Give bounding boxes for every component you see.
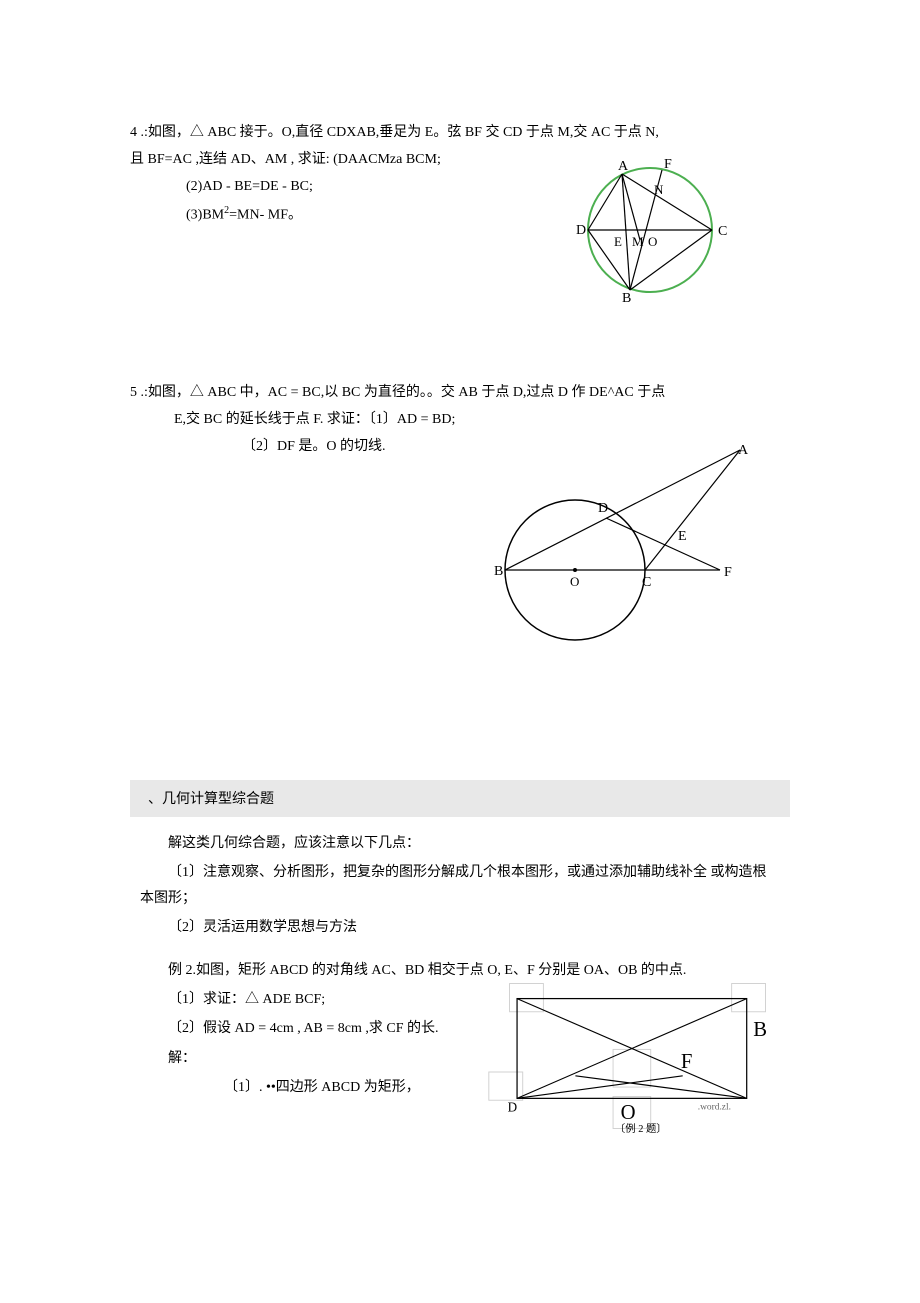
problem-4-line-1: 4 .:如图，△ ABC 接于。O,直径 CDXAB,垂足为 E。弦 BF 交 … (130, 120, 790, 145)
figure-caption: 〔例 2 题〕 (615, 1122, 667, 1135)
example-block: 例 2.如图，矩形 ABCD 的对角线 AC、BD 相交于点 O, E、F 分别… (140, 958, 780, 1138)
label-b: B (494, 564, 503, 579)
label-f: F (681, 1051, 693, 1073)
label-m: M (632, 234, 644, 249)
problem-4: 4 .:如图，△ ABC 接于。O,直径 CDXAB,垂足为 E。弦 BF 交 … (130, 120, 790, 320)
footer-note: .word.zl. (698, 1103, 731, 1113)
section-point-1: 〔1〕注意观察、分析图形，把复杂的图形分解成几个根本图形，或通过添加辅助线补全 … (140, 860, 780, 910)
label-b: B (622, 291, 631, 306)
problem-5-line-1: 5 .:如图，△ ABC 中，AC = BC,以 BC 为直径的。。交 AB 于… (130, 380, 790, 405)
problem-5-line-2: E,交 BC 的延长线于点 F. 求证：〔1〕AD = BD; (130, 407, 790, 432)
label-f: F (664, 157, 672, 172)
label-a: A (738, 443, 749, 458)
figure-problem-5: A B C D E F O (480, 440, 760, 650)
label-c: C (718, 224, 727, 239)
label-d: D (576, 223, 586, 238)
label-c: C (642, 575, 651, 590)
problem-5: 5 .:如图，△ ABC 中，AC = BC,以 BC 为直径的。。交 AB 于… (130, 380, 790, 660)
section-body: 解这类几何综合题，应该注意以下几点： 〔1〕注意观察、分析图形，把复杂的图形分解… (130, 831, 790, 1138)
label-o: O (621, 1102, 636, 1124)
label-n: N (654, 182, 664, 197)
label-f: F (724, 565, 732, 580)
label-d: D (508, 1099, 518, 1114)
label-o: O (648, 234, 657, 249)
figure-problem-4: A B C D E F M N O (570, 150, 730, 310)
label-a: A (618, 159, 629, 174)
section-point-2: 〔2〕灵活运用数学思想与方法 (140, 915, 780, 940)
label-d: D (598, 501, 608, 516)
label-e: E (614, 234, 622, 249)
section-header: 、几何计算型综合题 (130, 780, 790, 817)
label-b: B (753, 1019, 767, 1041)
figure-rectangle: B D F O .word.zl. 〔例 2 题〕 (480, 976, 780, 1136)
label-o: O (570, 574, 579, 589)
section-intro: 解这类几何综合题，应该注意以下几点： (140, 831, 780, 856)
label-e: E (678, 529, 687, 544)
